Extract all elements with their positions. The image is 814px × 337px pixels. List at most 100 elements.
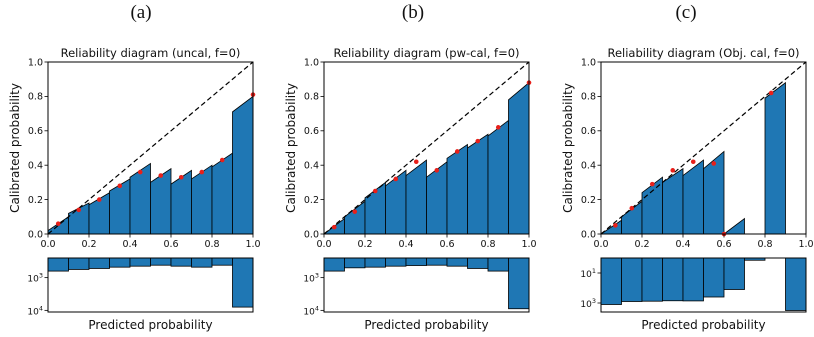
y-tick-label: 0.2 xyxy=(304,195,319,206)
histogram-y-tick-label: 104 xyxy=(303,304,319,317)
x-tick-label: 0.4 xyxy=(122,239,137,250)
calibration-point xyxy=(372,188,378,194)
histogram-bar xyxy=(446,257,468,267)
histogram-bar xyxy=(109,257,131,268)
x-axis-label: Predicted probability xyxy=(364,318,488,332)
perfect-calibration-line xyxy=(600,61,807,235)
chart-title: Reliability diagram (uncal, f=0) xyxy=(61,46,241,60)
y-tick-label: 0.6 xyxy=(581,126,596,137)
calibration-point xyxy=(434,168,440,173)
chart-title: Reliability diagram (pw-cal, f=0) xyxy=(333,46,519,60)
histogram-y-tick-label: 104 xyxy=(27,304,43,317)
x-axis-label: Predicted probability xyxy=(641,318,765,332)
calibration-point xyxy=(629,205,635,211)
chart-title: Reliability diagram (Obj. cal, f=0) xyxy=(607,46,799,60)
plot-frame xyxy=(47,61,254,235)
histogram-bar xyxy=(47,257,69,272)
histogram-bar xyxy=(467,257,489,269)
calibration-point xyxy=(178,174,184,180)
histogram-y-tick-label: 103 xyxy=(580,297,596,310)
histogram-bar xyxy=(703,257,725,298)
histogram-bar xyxy=(323,257,345,272)
calibration-point xyxy=(454,149,460,154)
histogram-frame xyxy=(600,257,807,313)
calibration-point xyxy=(475,138,481,144)
y-tick-label: 0.4 xyxy=(304,161,319,172)
histogram-frame xyxy=(47,257,254,313)
histogram-bar xyxy=(487,257,509,272)
calibration-bar xyxy=(344,200,366,235)
calibration-point xyxy=(393,176,399,182)
calibration-bar xyxy=(508,81,530,235)
panel-label-c: (c) xyxy=(675,2,697,23)
perfect-calibration-line xyxy=(47,61,254,235)
calibration-point xyxy=(96,197,102,202)
x-tick-label: 0.2 xyxy=(81,239,96,250)
x-tick-label: 0.8 xyxy=(204,239,219,250)
calibration-bar xyxy=(467,133,489,235)
x-axis-label: Predicted probability xyxy=(88,318,212,332)
plot-frame xyxy=(323,61,530,235)
y-tick-label: 0.8 xyxy=(581,92,596,103)
histogram-bar xyxy=(364,257,386,268)
histogram-bar xyxy=(88,257,110,269)
x-tick-label: 0.6 xyxy=(439,239,454,250)
histogram-frame xyxy=(323,257,530,313)
y-tick-label: 0.2 xyxy=(581,195,596,206)
calibration-point xyxy=(137,169,143,175)
x-tick-label: 0.4 xyxy=(675,239,690,250)
histogram-bar xyxy=(150,257,172,266)
y-tick-label: 0.0 xyxy=(581,229,596,240)
y-axis-label: Calibrated probability xyxy=(561,83,575,213)
histogram-bar xyxy=(662,257,684,302)
x-tick-label: 1.0 xyxy=(245,239,260,250)
calibration-point xyxy=(613,223,618,228)
calibration-point xyxy=(495,125,501,130)
histogram-bar xyxy=(723,257,745,290)
x-tick-label: 0.4 xyxy=(398,239,413,250)
y-tick-label: 1.0 xyxy=(28,57,43,68)
y-tick-label: 0.0 xyxy=(304,229,319,240)
histogram-bar xyxy=(68,257,90,270)
x-tick-label: 1.0 xyxy=(798,239,813,250)
calibration-bar xyxy=(764,81,786,235)
calibration-point xyxy=(219,157,225,163)
x-tick-label: 0.6 xyxy=(716,239,731,250)
histogram-bar xyxy=(232,257,254,308)
histogram-bar xyxy=(405,257,427,266)
chart-panel-1: Reliability diagram (pw-cal, f=0) Calibra… xyxy=(284,46,537,332)
y-tick-label: 1.0 xyxy=(304,57,319,68)
calibration-point xyxy=(352,209,358,214)
chart-panel-2: Reliability diagram (Obj. cal, f=0) Calib… xyxy=(561,46,814,332)
x-tick-label: 0.0 xyxy=(316,239,331,250)
histogram-y-tick-label: 103 xyxy=(27,272,43,285)
histogram-bar xyxy=(344,257,366,269)
calibration-bar xyxy=(446,143,468,235)
histogram-bar xyxy=(621,257,643,302)
calibration-bar xyxy=(662,167,684,235)
panel-label-b: (b) xyxy=(401,2,425,23)
calibration-point xyxy=(711,161,717,166)
histogram-bar xyxy=(600,257,622,305)
y-tick-label: 0.8 xyxy=(28,92,43,103)
histogram-bar xyxy=(170,257,192,267)
calibration-point xyxy=(76,207,82,213)
x-tick-label: 0.0 xyxy=(40,239,55,250)
calibration-bar xyxy=(211,152,233,235)
histogram-bar xyxy=(641,257,663,302)
calibration-bar xyxy=(191,164,213,235)
calibration-point xyxy=(690,159,696,165)
x-tick-label: 0.8 xyxy=(480,239,495,250)
y-tick-label: 1.0 xyxy=(581,57,596,68)
x-tick-label: 0.6 xyxy=(163,239,178,250)
chart-panel-0: Reliability diagram (uncal, f=0) Calibrat… xyxy=(8,46,261,332)
histogram-bar xyxy=(426,257,448,266)
calibration-point xyxy=(199,169,205,175)
histogram-bar xyxy=(385,257,407,267)
histogram-y-tick-label: 103 xyxy=(303,272,319,285)
x-tick-label: 1.0 xyxy=(521,239,536,250)
calibration-bar xyxy=(405,159,427,235)
x-tick-label: 0.8 xyxy=(757,239,772,250)
x-tick-label: 0.0 xyxy=(593,239,608,250)
